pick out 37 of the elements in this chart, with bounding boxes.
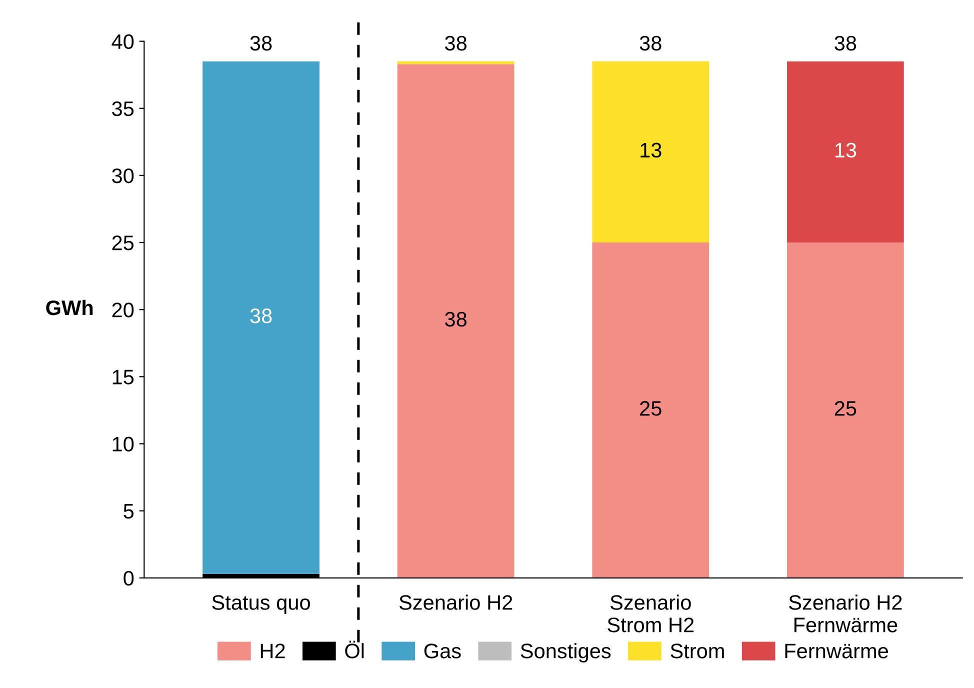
y-tick-label: 0: [124, 570, 134, 586]
y-tick-label: 35: [112, 101, 134, 116]
bar: [397, 61, 514, 64]
legend-label: Sonstiges: [520, 643, 611, 662]
bar: [786, 61, 904, 243]
y-tick-label: 15: [112, 370, 134, 384]
x-tick-label: Status quo: [212, 595, 310, 614]
bar: [202, 61, 320, 574]
legend-label: H2: [260, 644, 285, 658]
bar: [592, 61, 710, 243]
bar: [786, 242, 904, 578]
data-label: 25: [640, 401, 662, 416]
y-tick-label: 10: [112, 436, 134, 452]
y-tick-label: 25: [112, 236, 134, 250]
data-label: 25: [834, 401, 856, 416]
total-label: 38: [640, 36, 662, 51]
total-label: 38: [834, 36, 856, 51]
x-tick-label: Szenario H2 Fernwärme: [789, 594, 902, 632]
total-label: 38: [445, 36, 467, 51]
legend-label: Gas: [424, 644, 461, 658]
bar: [592, 242, 710, 578]
y-tick-label: 20: [112, 302, 134, 318]
legend-label: Fernwärme: [785, 644, 888, 658]
x-tick-label: Szenario Strom H2: [608, 594, 694, 632]
bar: [397, 64, 514, 578]
data-label: 13: [640, 142, 662, 158]
legend-label: Öl: [345, 640, 364, 658]
data-label: 38: [445, 312, 467, 327]
total-label: 38: [250, 36, 272, 51]
data-label: 13: [835, 142, 856, 158]
y-tick-label: 40: [112, 34, 134, 50]
y-tick-label: 30: [112, 168, 134, 184]
legend-label: Strom: [670, 644, 724, 658]
x-tick-label: Szenario H2: [399, 594, 512, 610]
y-tick-label: 5: [124, 504, 134, 519]
y-axis-title: GWh: [46, 300, 93, 316]
data-label: 38: [250, 308, 272, 324]
